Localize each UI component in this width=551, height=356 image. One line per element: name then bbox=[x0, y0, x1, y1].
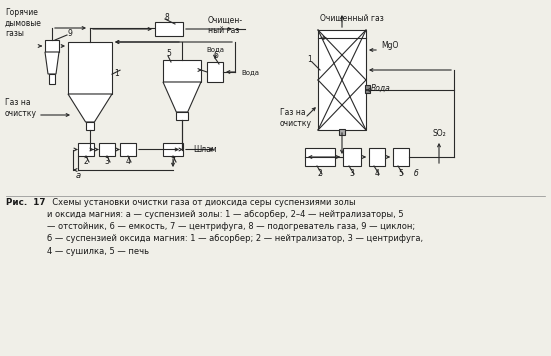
Text: 5: 5 bbox=[166, 49, 171, 58]
Text: Газ на
очистку: Газ на очистку bbox=[5, 98, 37, 118]
Text: Шлам: Шлам bbox=[193, 145, 217, 154]
Text: MgO: MgO bbox=[381, 41, 398, 49]
Text: 2: 2 bbox=[317, 168, 322, 178]
Text: 3: 3 bbox=[105, 157, 110, 166]
Text: а: а bbox=[76, 171, 81, 179]
Text: б: б bbox=[414, 168, 419, 178]
Text: Газ на
очистку: Газ на очистку bbox=[280, 108, 312, 128]
Bar bbox=[49, 74, 55, 84]
Polygon shape bbox=[68, 94, 112, 122]
Text: 4: 4 bbox=[126, 157, 131, 166]
Text: 1: 1 bbox=[114, 69, 119, 78]
Text: SO₂: SO₂ bbox=[432, 129, 446, 137]
Text: Очищенный газ: Очищенный газ bbox=[320, 14, 384, 22]
Bar bbox=[365, 85, 370, 93]
Bar bbox=[393, 148, 409, 166]
Bar bbox=[45, 40, 59, 52]
Bar bbox=[99, 143, 115, 156]
Bar bbox=[85, 122, 94, 130]
Text: 9: 9 bbox=[67, 28, 72, 37]
Bar bbox=[68, 42, 112, 94]
Bar bbox=[78, 143, 94, 156]
Polygon shape bbox=[45, 52, 59, 74]
Text: Горячие
дымовые
газы: Горячие дымовые газы bbox=[5, 8, 42, 38]
Text: Вода: Вода bbox=[371, 84, 391, 93]
Bar bbox=[176, 112, 188, 120]
Text: Вода: Вода bbox=[241, 69, 259, 75]
Bar bbox=[163, 60, 201, 82]
Text: 3: 3 bbox=[349, 168, 354, 178]
Bar bbox=[339, 129, 345, 135]
Text: 8: 8 bbox=[165, 12, 169, 21]
Text: 4: 4 bbox=[375, 168, 380, 178]
Bar bbox=[207, 62, 223, 82]
Text: 2: 2 bbox=[84, 157, 88, 166]
Text: 1: 1 bbox=[307, 56, 312, 64]
Bar bbox=[318, 30, 366, 130]
Bar bbox=[305, 148, 335, 166]
Text: 7: 7 bbox=[171, 157, 175, 166]
Text: Схемы установки очистки газа от диоксида серы суспензиями золы
и оксида магния: : Схемы установки очистки газа от диоксида… bbox=[47, 198, 423, 256]
Text: Рис.  17: Рис. 17 bbox=[6, 198, 46, 207]
Polygon shape bbox=[163, 82, 201, 112]
Bar bbox=[155, 22, 183, 36]
Bar bbox=[163, 143, 183, 156]
Text: Очищен-
ный газ: Очищен- ный газ bbox=[208, 16, 243, 35]
Text: 6: 6 bbox=[214, 52, 218, 61]
Bar bbox=[369, 148, 385, 166]
Text: 5: 5 bbox=[398, 168, 403, 178]
Bar bbox=[343, 148, 361, 166]
Bar bbox=[120, 143, 136, 156]
Text: Вода: Вода bbox=[206, 46, 224, 52]
